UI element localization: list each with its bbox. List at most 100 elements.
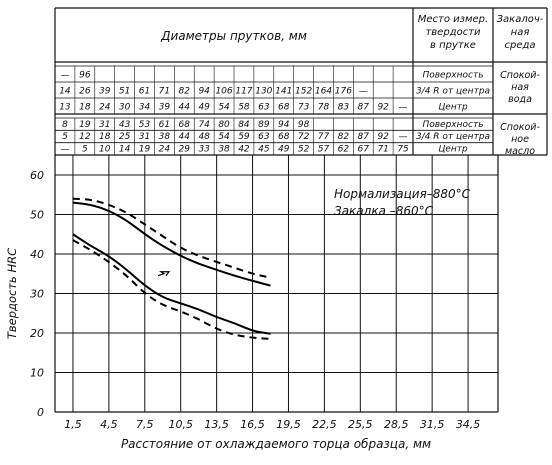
- water_block-cell-value: 51: [119, 87, 130, 97]
- oil_block-medium-line: масло: [505, 146, 535, 157]
- water_block-cell-value: 73: [298, 103, 310, 113]
- water_block-cell-value: 141: [275, 87, 292, 97]
- annotation-normalization: Нормализация–880°С: [334, 187, 471, 201]
- series-line-2: [72, 197, 271, 279]
- oil_block-cell-value: 98: [298, 120, 310, 130]
- header-location-line: в прутке: [430, 40, 476, 51]
- oil_block-cell-value: 8: [62, 120, 68, 130]
- x-axis-label: Расстояние от охлаждаемого торца образца…: [121, 437, 431, 451]
- water_block-cell-value: 71: [159, 87, 170, 97]
- y-tick-label: 20: [30, 327, 44, 340]
- water_block-cell-value: —: [60, 71, 69, 81]
- water_block-cell-value: 130: [255, 87, 272, 97]
- oil_block-cell-value: 19: [139, 145, 151, 155]
- water_block-cell-value: 106: [215, 87, 232, 97]
- water_block-cell-value: 152: [295, 87, 312, 97]
- y-tick-label: 0: [37, 406, 44, 419]
- oil_block-cell-value: 52: [298, 145, 310, 155]
- water_block-cell-value: —: [359, 87, 368, 97]
- header-diameters: Диаметры прутков, мм: [160, 29, 307, 43]
- water_block-row-location: Центр: [438, 103, 468, 113]
- oil_block-cell-value: 10: [99, 145, 111, 155]
- oil_block-row-location: Поверхность: [422, 120, 483, 130]
- oil_block-cell-value: 48: [198, 132, 210, 142]
- oil_block-cell-value: 33: [198, 145, 210, 155]
- water_block-row-location: Поверхность: [422, 71, 483, 81]
- water_block-cell-value: 94: [198, 87, 210, 97]
- water_block-medium-line: Спокой-: [500, 70, 540, 81]
- header-medium-line: среда: [504, 40, 535, 51]
- x-tick-label: 7,5: [136, 418, 154, 431]
- oil_block-cell-value: 87: [358, 132, 370, 142]
- oil_block-cell-value: 94: [278, 120, 290, 130]
- header-location-line: твердости: [425, 27, 481, 38]
- x-tick-label: 13,5: [204, 418, 229, 431]
- water_block-cell-value: 68: [278, 103, 290, 113]
- oil_block-cell-value: 49: [278, 145, 290, 155]
- x-tick-label: 34,5: [456, 418, 481, 431]
- oil_block-row-location: 3/4 R от центра: [416, 132, 490, 142]
- water_block-cell-value: 164: [315, 87, 332, 97]
- water_block-cell-value: 49: [198, 103, 210, 113]
- series-line-3: [72, 233, 271, 335]
- oil_block-medium-line: ное: [511, 134, 529, 145]
- y-tick-label: 50: [30, 209, 44, 222]
- x-tick-label: 1,5: [64, 418, 82, 431]
- x-tick-label: 4,5: [100, 418, 118, 431]
- oil_block-cell-value: 71: [377, 145, 388, 155]
- oil_block-cell-value: 5: [82, 145, 88, 155]
- oil_block-cell-value: 53: [139, 120, 151, 130]
- oil_block-cell-value: 44: [179, 132, 191, 142]
- y-tick-label: 10: [30, 367, 44, 380]
- y-tick-label: 60: [30, 169, 44, 182]
- oil_block-cell-value: 31: [139, 132, 150, 142]
- water_block-cell-value: 82: [179, 87, 191, 97]
- series-line-1: [72, 201, 271, 287]
- oil_block-cell-value: 89: [258, 120, 270, 130]
- oil_block-cell-value: 25: [119, 132, 131, 142]
- water_block-cell-value: 92: [377, 103, 389, 113]
- diameter-table: Диаметры прутков, мм Место измер. твердост…: [54, 7, 548, 412]
- annotation-quench: Закалка –860°С: [334, 204, 434, 218]
- water_block-cell-value: 34: [139, 103, 151, 113]
- oil_block-cell-value: 14: [119, 145, 131, 155]
- oil_block-medium-line: Спокой-: [500, 122, 540, 133]
- oil_block-cell-value: 82: [338, 132, 350, 142]
- water_block-cell-value: 24: [99, 103, 111, 113]
- oil_block-cell-value: 45: [258, 145, 270, 155]
- oil_block-cell-value: 24: [159, 145, 171, 155]
- water_block-cell-value: —: [399, 103, 408, 113]
- oil_block-cell-value: 67: [358, 145, 370, 155]
- oil_block-cell-value: 75: [397, 145, 409, 155]
- oil_block-cell-value: 62: [338, 145, 350, 155]
- water_block-cell-value: 78: [318, 103, 330, 113]
- oil_block-cell-value: 29: [179, 145, 191, 155]
- water_block-cell-value: 39: [159, 103, 171, 113]
- oil_block-cell-value: 19: [79, 120, 91, 130]
- oil_block-cell-value: 42: [238, 145, 250, 155]
- oil_block-cell-value: —: [399, 132, 408, 142]
- y-tick-label: 40: [30, 248, 44, 261]
- oil_block-cell-value: 92: [377, 132, 389, 142]
- water_block-cell-value: 54: [218, 103, 230, 113]
- oil_block-cell-value: 74: [198, 120, 210, 130]
- water_block-cell-value: 44: [179, 103, 191, 113]
- oil_block-cell-value: 38: [218, 145, 230, 155]
- y-tick-label: 30: [30, 288, 44, 301]
- water_block-cell-value: 117: [235, 87, 252, 97]
- x-tick-label: 10,5: [168, 418, 193, 431]
- oil_block-cell-value: 80: [218, 120, 230, 130]
- water_block-cell-value: 14: [59, 87, 71, 97]
- water_block-medium-line: вода: [508, 94, 532, 105]
- oil_block-cell-value: 63: [258, 132, 270, 142]
- water_block-cell-value: 26: [79, 87, 91, 97]
- y-axis-label: Твердость HRC: [5, 248, 19, 339]
- oil_block-cell-value: 68: [179, 120, 191, 130]
- x-tick-label: 22,5: [312, 418, 337, 431]
- x-tick-label: 25,5: [348, 418, 373, 431]
- oil_block-cell-value: 68: [278, 132, 290, 142]
- oil_block-cell-value: 5: [62, 132, 68, 142]
- oil_block-cell-value: 12: [79, 132, 91, 142]
- water_block-cell-value: 13: [59, 103, 71, 113]
